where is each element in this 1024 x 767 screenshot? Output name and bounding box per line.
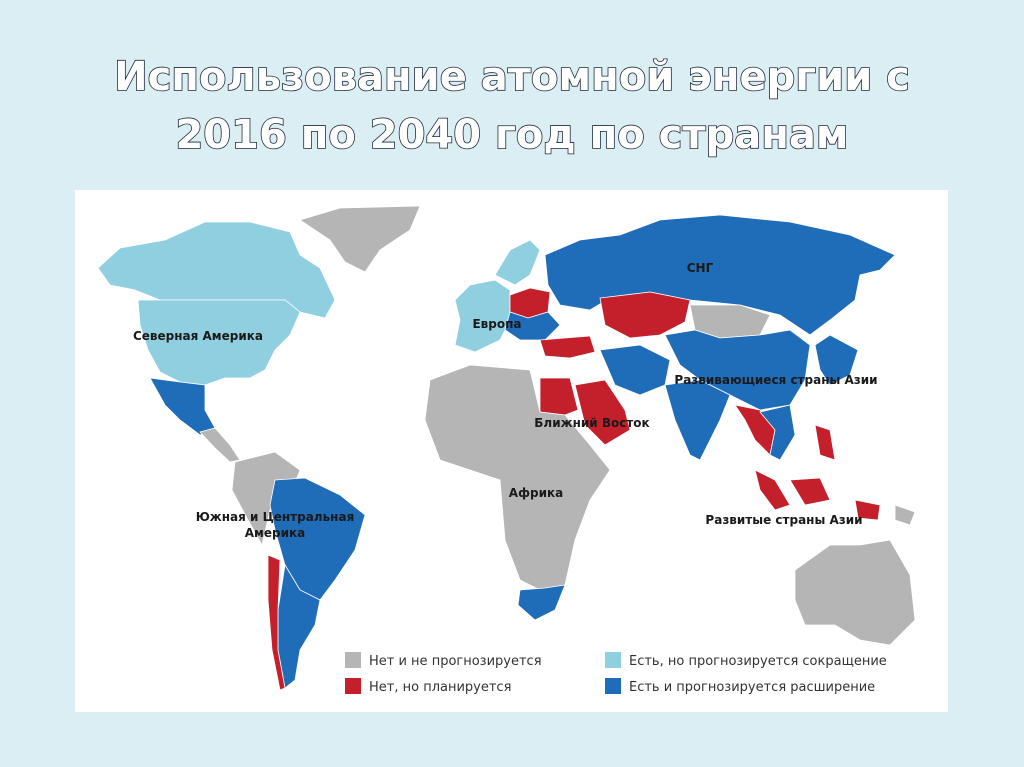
land (299, 205, 421, 273)
legend-swatch (605, 678, 621, 694)
land (137, 299, 301, 386)
land (854, 499, 881, 521)
region-labels: СНГ Северная Америка Европа Развивающиеся с… (133, 261, 878, 540)
land (97, 221, 336, 319)
legend-label: Есть и прогнозируется расширение (629, 680, 875, 695)
region-label: Африка (509, 486, 563, 500)
land (494, 239, 541, 286)
legend-label: Есть, но прогнозируется сокращение (629, 654, 887, 669)
title-line: Использование атомной энергии с (114, 54, 910, 100)
land (544, 214, 896, 336)
legend-label: Нет и не прогнозируется (369, 654, 542, 669)
land (424, 364, 611, 591)
land (794, 539, 916, 646)
land (504, 311, 561, 341)
land (231, 451, 301, 547)
land (574, 379, 631, 446)
world-map (97, 205, 916, 691)
region-label: Америка (245, 526, 305, 540)
land (814, 334, 859, 386)
legend-swatch (345, 652, 361, 668)
region-label: Развитые страны Азии (705, 513, 862, 527)
region-label: Южная и Центральная (196, 510, 355, 524)
land (539, 335, 596, 359)
region-label: Европа (472, 317, 521, 331)
land (517, 584, 566, 621)
land (814, 424, 836, 461)
legend-swatch (345, 678, 361, 694)
region-label: Развивающиеся страны Азии (674, 373, 877, 387)
legend-swatch (605, 652, 621, 668)
land (789, 477, 831, 506)
land (267, 554, 286, 691)
region-label: Ближний Восток (534, 416, 649, 430)
land (759, 404, 796, 461)
legend-label: Нет, но планируется (369, 680, 511, 695)
land (599, 291, 691, 339)
land (894, 504, 916, 526)
title-line: 2016 по 2040 год по странам (175, 112, 848, 158)
land (269, 477, 366, 601)
legend: Нет и не прогнозируется Нет, но планирует… (345, 652, 887, 695)
land (539, 377, 579, 416)
land (754, 469, 791, 511)
region-label: СНГ (687, 261, 714, 275)
region-label: Северная Америка (133, 329, 263, 343)
land (199, 427, 241, 463)
land (664, 379, 731, 461)
